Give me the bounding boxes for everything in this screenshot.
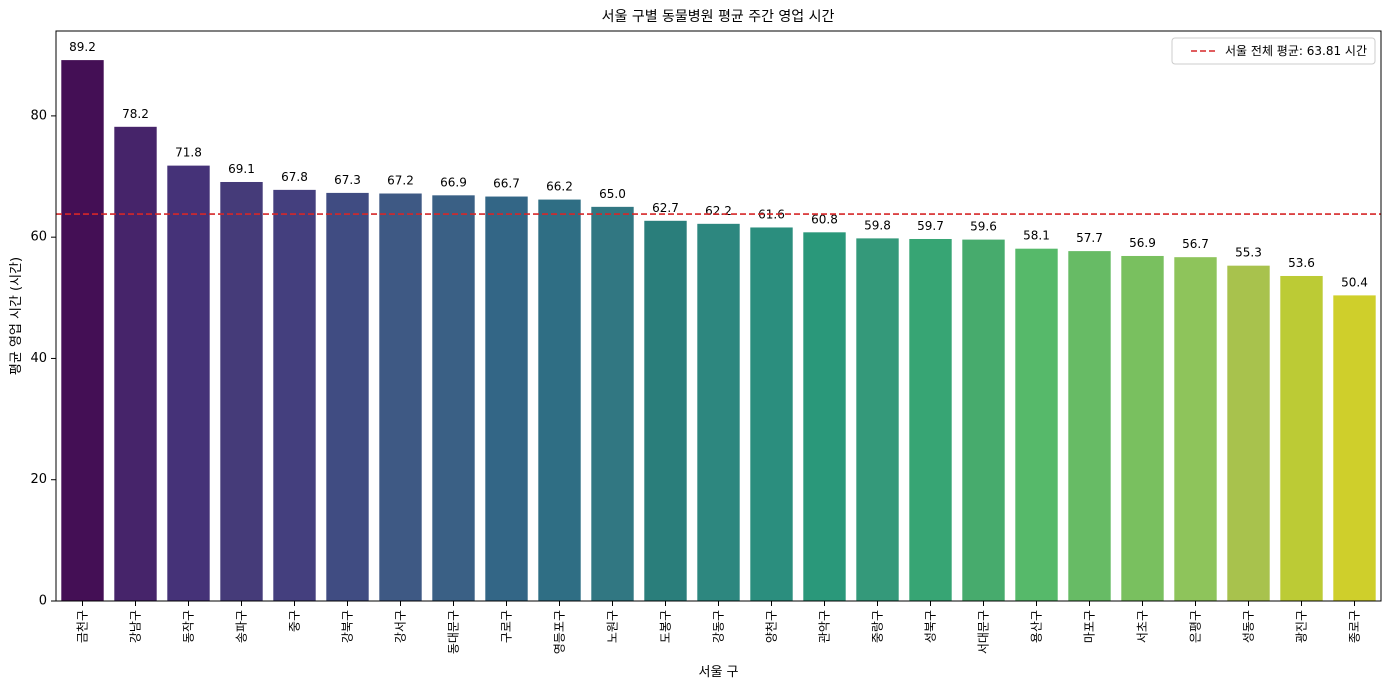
bar-2	[114, 126, 157, 602]
x-tick-label: 용산구	[1030, 610, 1044, 643]
bar-value-label: 58.1	[1023, 229, 1050, 243]
x-tick-label: 중랑구	[871, 610, 885, 643]
bar-value-label: 60.8	[811, 212, 838, 226]
bar-value-label: 55.3	[1235, 246, 1262, 260]
x-tick-label: 영등포구	[553, 610, 567, 654]
bar-23	[1227, 265, 1270, 601]
x-axis: 금천구 강남구 동작구 송파구 중구 강북구 강서구 동대문구 구로구 영등포구 노원구 도봉구 강동구…	[75, 601, 1362, 654]
x-tick-label: 강서구	[394, 610, 408, 643]
bar-value-label: 62.7	[652, 201, 679, 215]
bar-12	[644, 220, 687, 602]
x-tick-label: 성북구	[924, 610, 938, 643]
bar-value-label: 67.3	[334, 173, 361, 187]
bar-value-label: 50.4	[1341, 275, 1368, 289]
x-tick-label: 강북구	[341, 610, 355, 643]
bar-1	[61, 60, 104, 601]
bar-13	[697, 223, 740, 602]
x-tick-label: 강동구	[712, 610, 726, 643]
bar-3	[167, 165, 210, 602]
y-axis-title: 평균 영업 시간 (시간)	[9, 257, 24, 375]
bar-value-label: 69.1	[228, 162, 255, 176]
bar-7	[379, 193, 422, 602]
x-axis-title: 서울 구	[698, 665, 738, 680]
bars-group	[61, 60, 1376, 602]
x-tick-label: 서대문구	[977, 610, 991, 654]
x-tick-label: 은평구	[1189, 610, 1203, 643]
x-tick-label: 서초구	[1136, 610, 1150, 643]
legend: 서울 전체 평균: 63.81 시간	[1171, 37, 1376, 65]
y-tick-label: 80	[30, 108, 47, 123]
bar-value-label: 59.6	[970, 220, 997, 234]
bar-18	[962, 239, 1005, 601]
bar-14	[750, 227, 793, 601]
bar-8	[432, 195, 475, 602]
bar-value-label: 66.2	[546, 180, 573, 194]
legend-box	[1171, 37, 1376, 65]
legend-entry-average: 서울 전체 평균: 63.81 시간	[1225, 44, 1367, 58]
bar-value-label: 56.7	[1182, 237, 1209, 251]
bar-19	[1015, 248, 1058, 602]
bar-17	[909, 238, 952, 601]
x-tick-label: 강남구	[129, 610, 143, 643]
y-tick-label: 40	[30, 351, 47, 366]
x-tick-label: 중구	[288, 610, 302, 632]
bar-25	[1333, 295, 1376, 601]
x-tick-label: 동작구	[182, 610, 196, 643]
x-tick-label: 마포구	[1083, 610, 1097, 643]
x-tick-label: 종로구	[1348, 610, 1362, 643]
bar-value-label: 57.7	[1076, 231, 1103, 245]
bar-21	[1121, 255, 1164, 601]
x-tick-label: 도봉구	[659, 610, 673, 643]
bar-value-label: 65.0	[599, 187, 626, 201]
bar-20	[1068, 251, 1111, 602]
bar-16	[856, 238, 899, 601]
bar-value-label: 59.7	[917, 219, 944, 233]
x-tick-label: 구로구	[500, 610, 514, 643]
x-tick-label: 성동구	[1242, 610, 1256, 643]
x-tick-label: 송파구	[235, 610, 249, 643]
bar-value-label: 59.8	[864, 218, 891, 232]
y-axis: 0 20 40 60 80	[30, 108, 56, 609]
y-tick-label: 0	[39, 594, 47, 609]
bar-24	[1280, 275, 1323, 601]
bar-value-label: 56.9	[1129, 236, 1156, 250]
bar-labels-group: 89.2 78.2 71.8 69.1 67.8 67.3 67.2 66.9 66.7 66.2…	[69, 40, 1368, 289]
bar-22	[1174, 257, 1217, 601]
y-tick-label: 20	[30, 472, 47, 487]
x-tick-label: 관악구	[818, 610, 832, 643]
bar-value-label: 78.2	[122, 107, 149, 121]
x-tick-label: 광진구	[1295, 610, 1309, 643]
bar-11	[591, 206, 634, 601]
bar-value-label: 89.2	[69, 40, 96, 54]
bar-9	[485, 196, 528, 602]
bar-4	[220, 181, 263, 601]
x-tick-label: 양천구	[764, 610, 779, 643]
bar-15	[803, 232, 846, 601]
bar-value-label: 53.6	[1288, 256, 1315, 270]
x-tick-label: 동대문구	[447, 610, 461, 654]
bar-value-label: 66.9	[440, 175, 467, 189]
bar-value-label: 62.2	[705, 204, 732, 218]
bar-value-label: 66.7	[493, 177, 520, 191]
bar-10	[538, 199, 581, 601]
x-tick-label: 노원구	[606, 610, 620, 643]
x-tick-label: 금천구	[75, 610, 90, 643]
bar-5	[273, 189, 316, 601]
bar-value-label: 67.8	[281, 170, 308, 184]
bar-value-label: 67.2	[387, 174, 414, 188]
bar-6	[326, 192, 369, 602]
bar-value-label: 71.8	[175, 146, 202, 160]
chart-title: 서울 구별 동물병원 평균 주간 영업 시간	[602, 9, 835, 25]
y-tick-label: 60	[30, 230, 47, 245]
